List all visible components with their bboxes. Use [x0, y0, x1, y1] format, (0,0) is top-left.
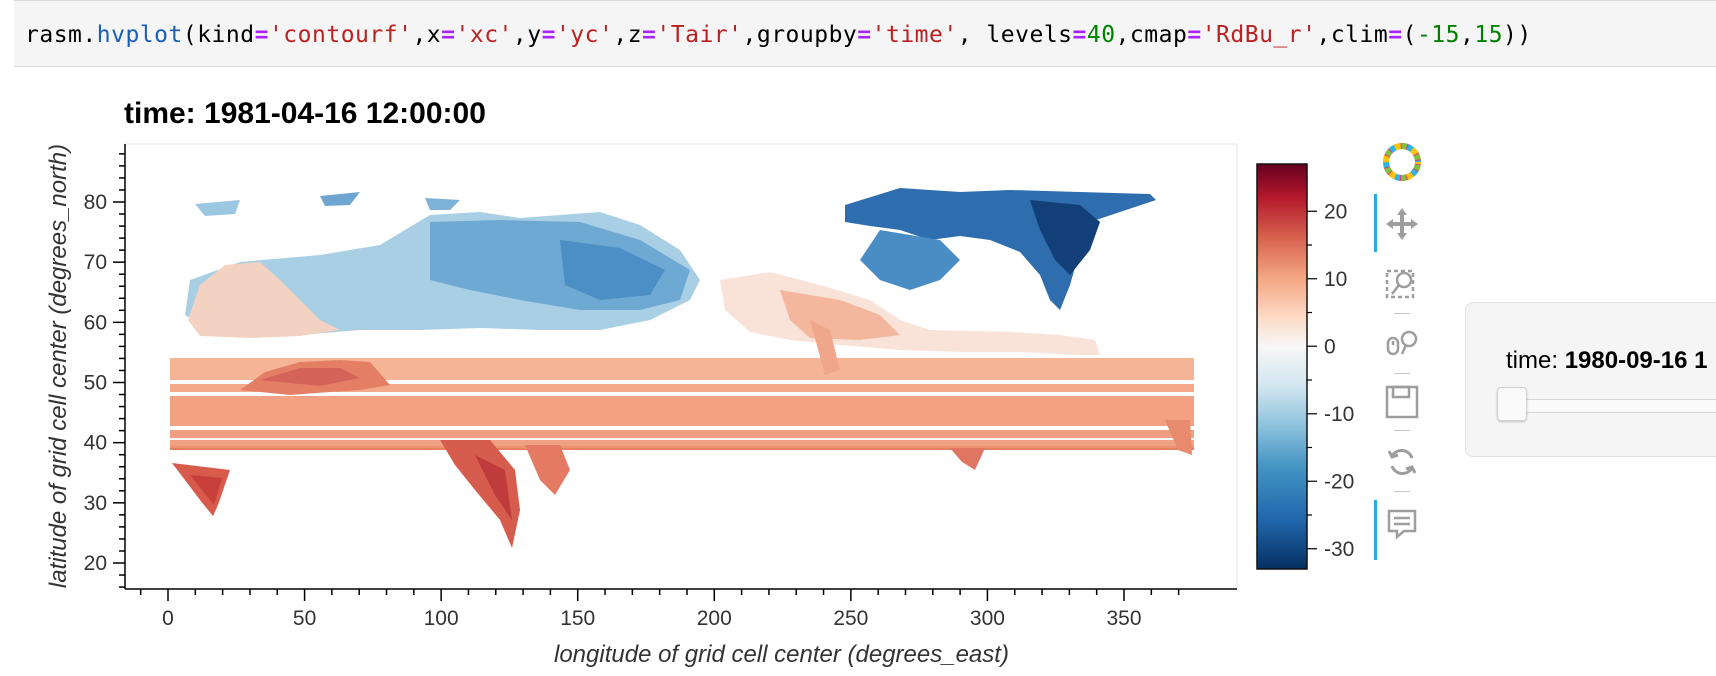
code-string: 'yc': [555, 22, 614, 48]
code-operator: =: [254, 22, 269, 48]
colorbar-tick-label: -20: [1324, 470, 1354, 493]
colorbar-tick-label: -10: [1324, 403, 1354, 426]
code-operator: =: [857, 22, 872, 48]
code-string: 'xc': [455, 22, 513, 48]
code-number: 40: [1086, 22, 1116, 48]
code-token: ,x: [412, 22, 442, 48]
y-tick-label: 70: [84, 251, 107, 274]
box-zoom-icon[interactable]: [1372, 260, 1432, 308]
code-operator: =: [1187, 22, 1202, 48]
code-token: ,: [1459, 22, 1475, 48]
colorbar-ticks: 20 10 0 -10 -20 -30: [1307, 200, 1354, 561]
x-tick-label: 100: [424, 607, 459, 630]
colorbar-tick-label: -30: [1324, 538, 1354, 561]
y-ticks: 20 30 40 50 60 70 80: [84, 153, 125, 588]
reset-icon[interactable]: [1372, 438, 1432, 486]
x-tick-label: 250: [833, 607, 868, 630]
y-tick-label: 80: [84, 191, 107, 214]
x-tick-label: 350: [1106, 607, 1141, 630]
contour-fill: [170, 188, 1194, 548]
colorbar-tick-label: 10: [1324, 268, 1347, 291]
x-tick-label: 0: [162, 607, 174, 630]
time-widget-panel: time: 1980-09-16 1: [1465, 302, 1716, 457]
active-inspect-indicator: [1374, 500, 1377, 560]
code-token: rasm.: [25, 22, 97, 48]
plot-title: time: 1981-04-16 12:00:00: [124, 97, 486, 130]
x-axis-label: longitude of grid cell center (degrees_e…: [554, 641, 1009, 668]
code-cell[interactable]: rasm.hvplot(kind='contourf',x='xc',y='yc…: [14, 0, 1716, 67]
code-string: 'contourf': [268, 22, 413, 48]
code-token: ,clim: [1316, 22, 1389, 48]
time-widget-label: time: 1980-09-16 1: [1506, 347, 1707, 375]
code-operator: =: [1388, 22, 1403, 48]
colorbar-tick-label: 20: [1324, 200, 1347, 223]
code-string: 'RdBu_r': [1201, 22, 1317, 48]
logo-icon[interactable]: [1372, 138, 1432, 186]
code-number: -15: [1416, 22, 1460, 48]
code-token: (: [1402, 22, 1417, 48]
code-token: )): [1503, 22, 1532, 48]
x-ticks: 0 50 100 150 200 250 300 350: [139, 589, 1180, 630]
pan-icon[interactable]: [1372, 200, 1432, 248]
y-tick-label: 40: [84, 432, 107, 455]
toolbar-divider: [1394, 373, 1410, 374]
code-number: 15: [1474, 22, 1504, 48]
code-token: ,cmap: [1115, 22, 1188, 48]
y-tick-label: 50: [84, 372, 107, 395]
code-operator: =: [642, 22, 657, 48]
save-icon[interactable]: [1372, 378, 1432, 426]
code-token: ,z: [613, 22, 643, 48]
time-slider-track[interactable]: [1506, 399, 1716, 413]
code-token: , levels: [957, 22, 1073, 48]
code-operator: =: [541, 22, 556, 48]
toolbar-divider: [1394, 313, 1410, 314]
code-token: ,y: [512, 22, 542, 48]
code-operator: =: [441, 22, 456, 48]
wheel-zoom-icon[interactable]: [1372, 320, 1432, 368]
code-operator: =: [1072, 22, 1087, 48]
code-token: (kind: [182, 22, 255, 48]
time-widget-name: time:: [1506, 347, 1565, 374]
y-tick-label: 20: [84, 552, 107, 575]
x-tick-label: 300: [970, 607, 1005, 630]
active-drag-indicator: [1374, 194, 1377, 252]
toolbar-divider: [1394, 491, 1410, 492]
code-token: ,groupby: [742, 22, 858, 48]
code-function: hvplot: [96, 22, 183, 48]
time-widget-value: 1980-09-16 1: [1564, 347, 1708, 374]
y-axis-label: latitude of grid cell center (degrees_no…: [45, 144, 72, 588]
y-tick-label: 30: [84, 492, 107, 515]
plot-toolbar: [1372, 138, 1432, 578]
code-string: 'Tair': [656, 22, 743, 48]
colorbar: [1256, 163, 1308, 570]
colorbar-tick-label: 0: [1324, 335, 1336, 358]
x-tick-label: 150: [560, 607, 595, 630]
time-slider-handle[interactable]: [1497, 387, 1527, 421]
code-line: rasm.hvplot(kind='contourf',x='xc',y='yc…: [25, 22, 1532, 48]
code-string: 'time': [871, 22, 958, 48]
y-tick-label: 60: [84, 311, 107, 334]
x-tick-label: 200: [697, 607, 732, 630]
toolbar-divider: [1394, 430, 1410, 431]
x-tick-label: 50: [293, 607, 316, 630]
hover-icon[interactable]: [1372, 500, 1432, 548]
